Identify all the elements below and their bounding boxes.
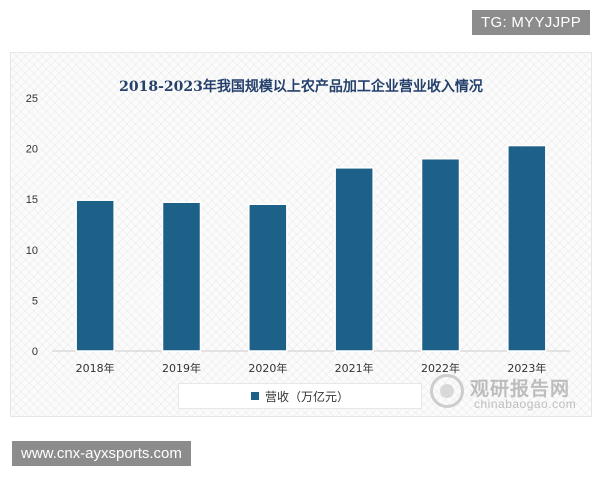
y-tick-label: 15 xyxy=(26,194,38,206)
y-tick-label: 25 xyxy=(26,93,38,105)
legend-swatch xyxy=(250,392,259,400)
bar xyxy=(507,144,547,352)
x-tick-label: 2022年 xyxy=(421,361,460,375)
watermark-name: 观研报告网 xyxy=(470,378,571,400)
y-tick-label: 10 xyxy=(26,245,38,257)
watermark-url: chinabaogao.com xyxy=(474,397,577,411)
chart-legend: 营收（万亿元） xyxy=(178,383,422,409)
y-tick-label: 0 xyxy=(32,346,38,358)
chart-title: 2018-2023年我国规模以上农产品加工企业营业收入情况 xyxy=(119,79,483,95)
legend-label: 营收（万亿元） xyxy=(264,389,349,404)
x-tick-label: 2023年 xyxy=(507,361,546,375)
x-tick-label: 2021年 xyxy=(335,361,374,375)
bar xyxy=(161,201,202,352)
footer-tag[interactable]: www.cnx-ayxsports.com xyxy=(12,441,191,466)
y-tick-label: 20 xyxy=(26,144,38,156)
y-tick-label: 5 xyxy=(32,295,38,307)
x-tick-label: 2019年 xyxy=(162,361,201,375)
watermark: 观研报告网 chinabaogao.com xyxy=(430,372,600,412)
bar xyxy=(75,199,115,352)
bar xyxy=(334,167,374,352)
bar xyxy=(420,157,461,352)
x-tick-label: 2020年 xyxy=(248,361,287,375)
bar xyxy=(248,203,288,352)
watermark-logo-icon xyxy=(430,374,464,408)
x-tick-label: 2018年 xyxy=(76,361,115,375)
top-tag: TG: MYYJJPP xyxy=(472,10,590,35)
